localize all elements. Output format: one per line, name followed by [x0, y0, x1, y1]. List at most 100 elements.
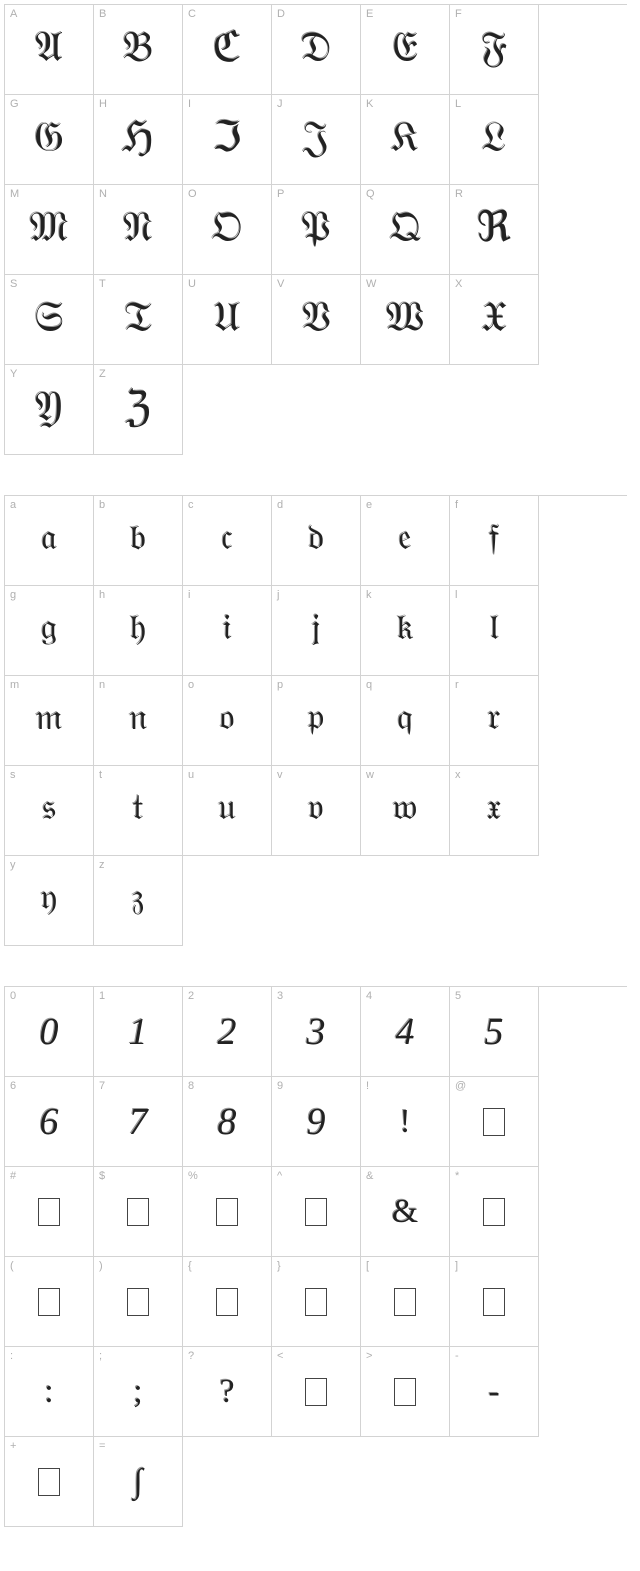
- glyph-cell[interactable]: T𝔗: [94, 275, 183, 365]
- missing-glyph-icon: [127, 1288, 149, 1316]
- glyph-cell[interactable]: L𝔏: [450, 95, 539, 185]
- glyph-cell[interactable]: J𝔍: [272, 95, 361, 185]
- glyph-cell[interactable]: E𝔈: [361, 5, 450, 95]
- glyph-cell[interactable]: Zℨ: [94, 365, 183, 455]
- glyph-cell[interactable]: Q𝔔: [361, 185, 450, 275]
- glyph-cell[interactable]: <: [272, 1347, 361, 1437]
- glyph-cell[interactable]: S𝔖: [5, 275, 94, 365]
- glyph-cell[interactable]: G𝔊: [5, 95, 94, 185]
- glyph-cell[interactable]: }: [272, 1257, 361, 1347]
- glyph-cell[interactable]: d𝔡: [272, 496, 361, 586]
- glyph-cell[interactable]: A𝔄: [5, 5, 94, 95]
- glyph-cell[interactable]: {: [183, 1257, 272, 1347]
- glyph-cell[interactable]: i𝔦: [183, 586, 272, 676]
- glyph-label: %: [188, 1170, 198, 1182]
- glyph-cell[interactable]: a𝔞: [5, 496, 94, 586]
- glyph-cell[interactable]: ??: [183, 1347, 272, 1437]
- glyph-cell[interactable]: V𝔙: [272, 275, 361, 365]
- glyph-cell[interactable]: b𝔟: [94, 496, 183, 586]
- glyph-cell[interactable]: [: [361, 1257, 450, 1347]
- glyph-cell[interactable]: --: [450, 1347, 539, 1437]
- glyph-label: U: [188, 278, 196, 290]
- glyph-cell[interactable]: U𝔘: [183, 275, 272, 365]
- glyph-cell[interactable]: g𝔤: [5, 586, 94, 676]
- glyph-cell[interactable]: P𝔓: [272, 185, 361, 275]
- glyph-cell[interactable]: j𝔧: [272, 586, 361, 676]
- glyph-cell[interactable]: ::: [5, 1347, 94, 1437]
- glyph-cell[interactable]: k𝔨: [361, 586, 450, 676]
- glyph-cell[interactable]: =∫: [94, 1437, 183, 1527]
- glyph-cell[interactable]: %: [183, 1167, 272, 1257]
- glyph-cell[interactable]: O𝔒: [183, 185, 272, 275]
- glyph-cell[interactable]: Iℑ: [183, 95, 272, 185]
- glyph-cell[interactable]: n𝔫: [94, 676, 183, 766]
- glyph-label: k: [366, 589, 372, 601]
- glyph-cell[interactable]: v𝔳: [272, 766, 361, 856]
- glyph-cell[interactable]: h𝔥: [94, 586, 183, 676]
- glyph-cell[interactable]: Hℌ: [94, 95, 183, 185]
- glyph-cell[interactable]: 00: [5, 987, 94, 1077]
- glyph-cell[interactable]: o𝔬: [183, 676, 272, 766]
- glyph-cell[interactable]: l𝔩: [450, 586, 539, 676]
- glyph-cell[interactable]: 77: [94, 1077, 183, 1167]
- glyph-cell[interactable]: 44: [361, 987, 450, 1077]
- glyph-cell[interactable]: #: [5, 1167, 94, 1257]
- glyph-cell[interactable]: ]: [450, 1257, 539, 1347]
- glyph-cell[interactable]: B𝔅: [94, 5, 183, 95]
- glyph-cell[interactable]: p𝔭: [272, 676, 361, 766]
- glyph-cell[interactable]: w𝔴: [361, 766, 450, 856]
- glyph-cell[interactable]: &&: [361, 1167, 450, 1257]
- glyph-cell[interactable]: t𝔱: [94, 766, 183, 856]
- missing-glyph-icon: [483, 1288, 505, 1316]
- glyph-cell[interactable]: !!: [361, 1077, 450, 1167]
- glyph-char: 𝔱: [132, 793, 143, 829]
- glyph-char: 𝔨: [396, 613, 413, 649]
- glyph-cell[interactable]: F𝔉: [450, 5, 539, 95]
- glyph-cell[interactable]: K𝔎: [361, 95, 450, 185]
- glyph-cell[interactable]: Cℭ: [183, 5, 272, 95]
- glyph-label: F: [455, 8, 462, 20]
- glyph-cell[interactable]: (: [5, 1257, 94, 1347]
- glyph-cell[interactable]: N𝔑: [94, 185, 183, 275]
- glyph-label: o: [188, 679, 194, 691]
- glyph-cell[interactable]: +: [5, 1437, 94, 1527]
- glyph-cell[interactable]: 55: [450, 987, 539, 1077]
- glyph-cell[interactable]: c𝔠: [183, 496, 272, 586]
- glyph-cell[interactable]: 66: [5, 1077, 94, 1167]
- glyph-char: 𝔢: [398, 523, 412, 559]
- glyph-cell[interactable]: u𝔲: [183, 766, 272, 856]
- glyph-cell[interactable]: m𝔪: [5, 676, 94, 766]
- glyph-cell[interactable]: y𝔶: [5, 856, 94, 946]
- glyph-cell[interactable]: 99: [272, 1077, 361, 1167]
- glyph-label: p: [277, 679, 283, 691]
- glyph-cell[interactable]: ^: [272, 1167, 361, 1257]
- glyph-cell[interactable]: s𝔰: [5, 766, 94, 856]
- glyph-cell[interactable]: D𝔇: [272, 5, 361, 95]
- glyph-cell[interactable]: 33: [272, 987, 361, 1077]
- glyph-cell[interactable]: Y𝔜: [5, 365, 94, 455]
- glyph-label: &: [366, 1170, 373, 1182]
- glyph-cell[interactable]: X𝔛: [450, 275, 539, 365]
- glyph-cell[interactable]: q𝔮: [361, 676, 450, 766]
- glyph-char: 3: [307, 1013, 326, 1051]
- glyph-cell[interactable]: 22: [183, 987, 272, 1077]
- glyph-cell[interactable]: Rℜ: [450, 185, 539, 275]
- glyph-cell[interactable]: 11: [94, 987, 183, 1077]
- glyph-label: s: [10, 769, 16, 781]
- glyph-label: 7: [99, 1080, 105, 1092]
- glyph-cell[interactable]: >: [361, 1347, 450, 1437]
- glyph-cell[interactable]: $: [94, 1167, 183, 1257]
- glyph-cell[interactable]: x𝔵: [450, 766, 539, 856]
- glyph-cell[interactable]: f𝔣: [450, 496, 539, 586]
- glyph-cell[interactable]: *: [450, 1167, 539, 1257]
- glyph-cell[interactable]: z𝔷: [94, 856, 183, 946]
- glyph-cell[interactable]: e𝔢: [361, 496, 450, 586]
- missing-glyph-icon: [305, 1288, 327, 1316]
- glyph-cell[interactable]: W𝔚: [361, 275, 450, 365]
- glyph-cell[interactable]: 88: [183, 1077, 272, 1167]
- glyph-cell[interactable]: ;;: [94, 1347, 183, 1437]
- glyph-cell[interactable]: @: [450, 1077, 539, 1167]
- glyph-cell[interactable]: M𝔐: [5, 185, 94, 275]
- glyph-cell[interactable]: r𝔯: [450, 676, 539, 766]
- glyph-cell[interactable]: ): [94, 1257, 183, 1347]
